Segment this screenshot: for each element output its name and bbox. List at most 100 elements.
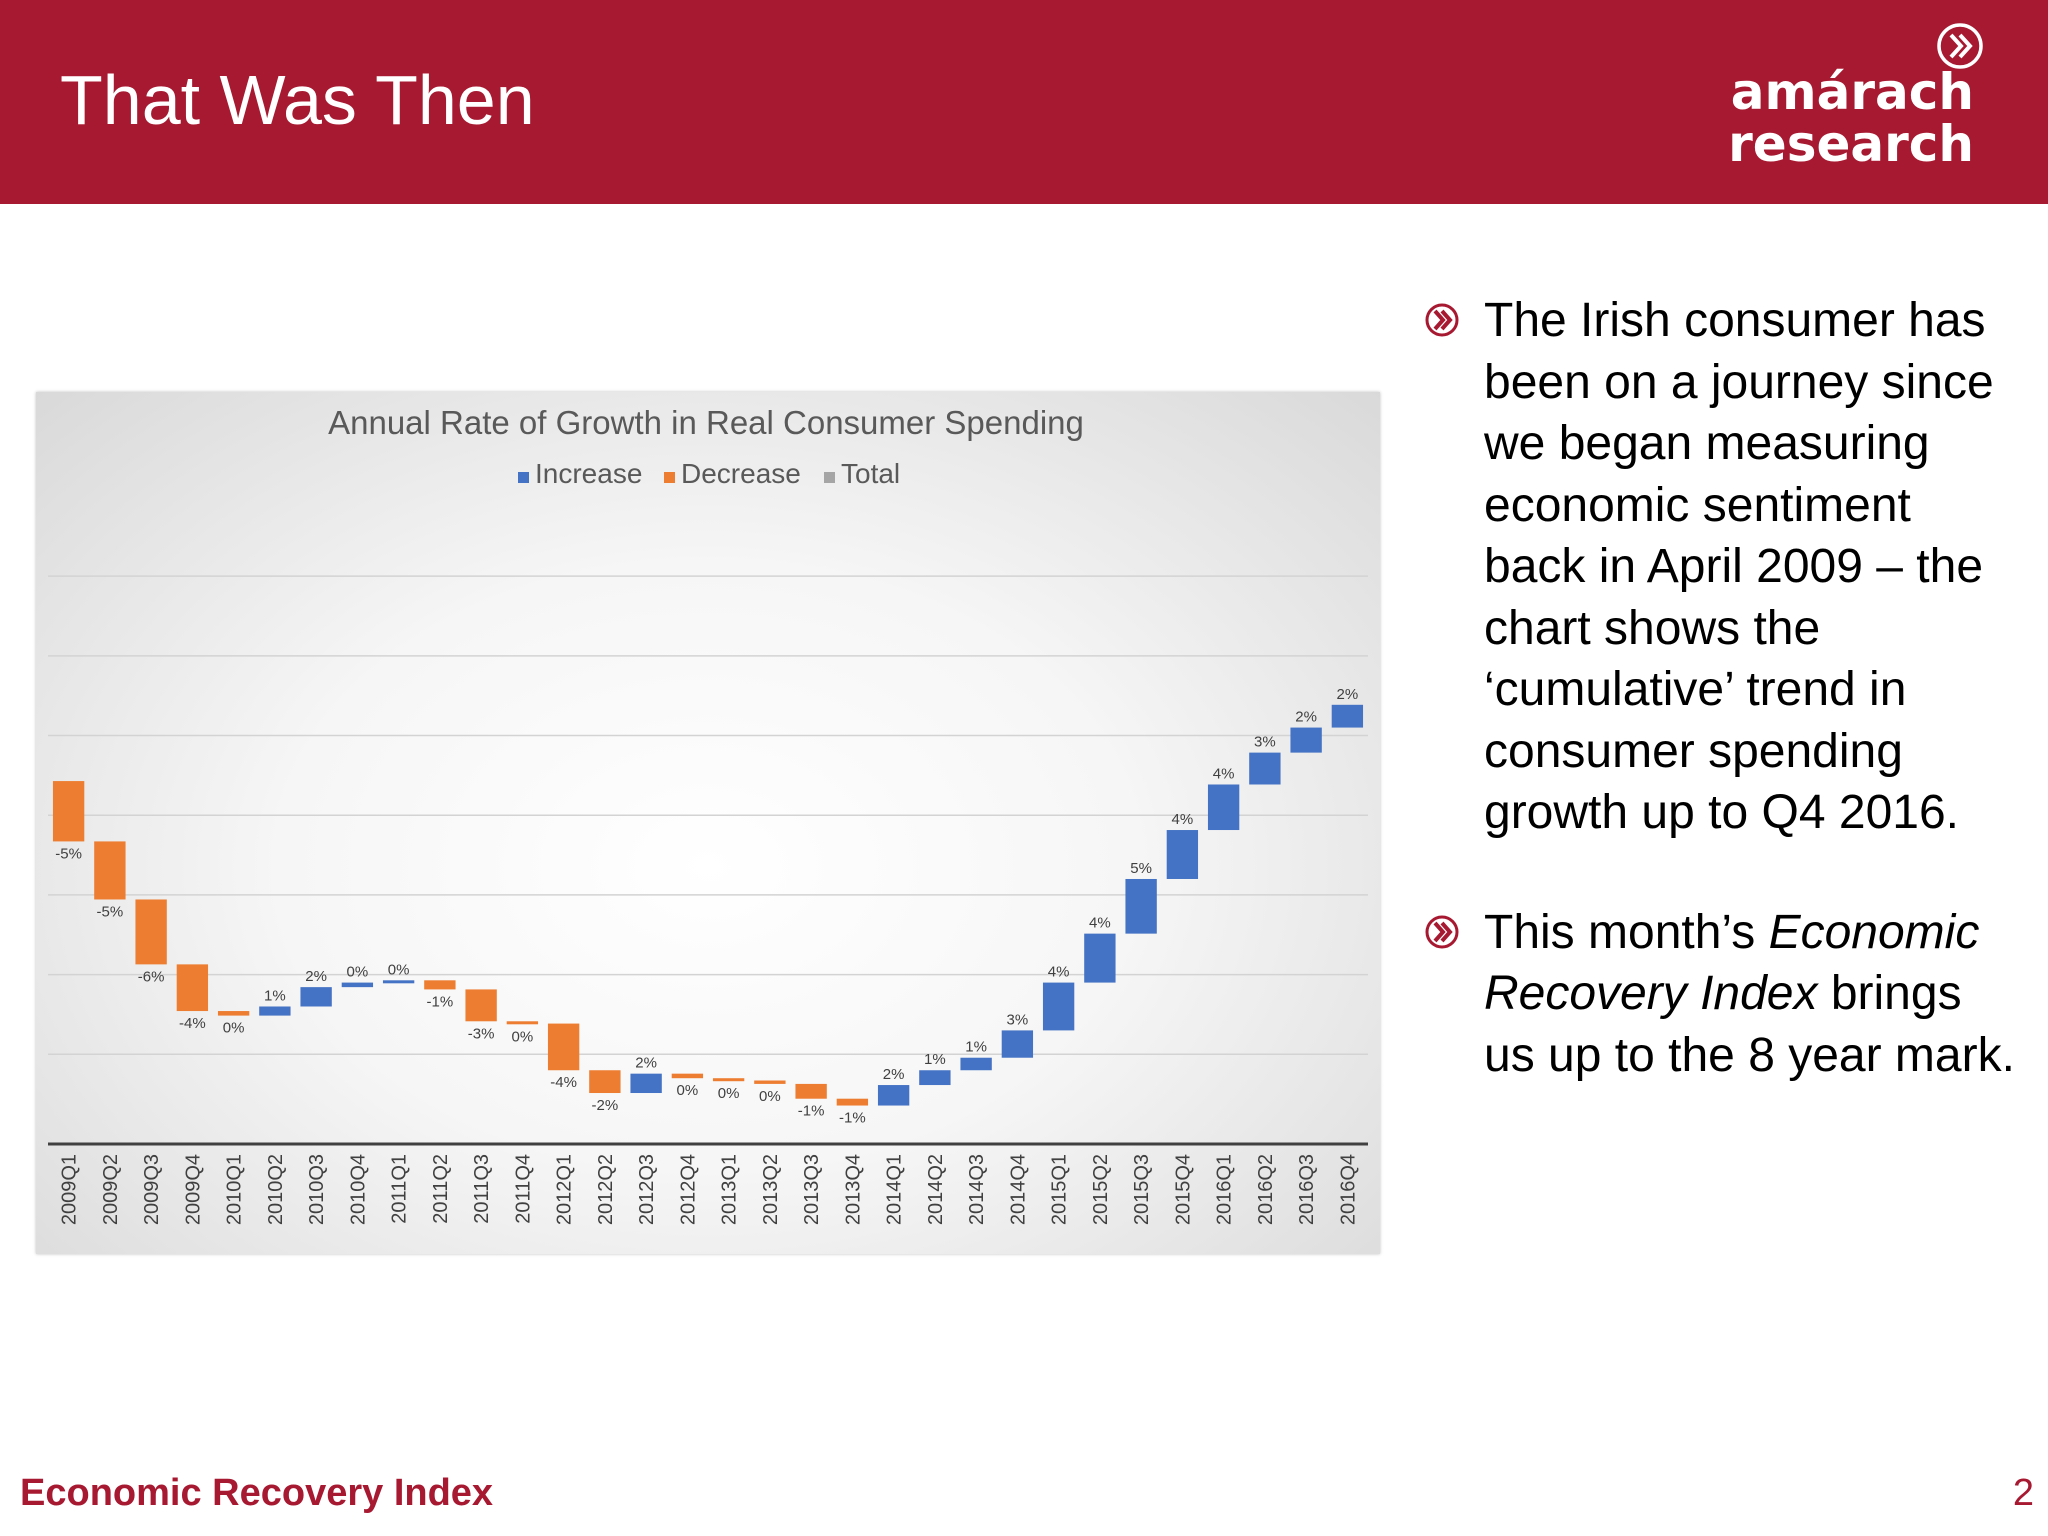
legend-decrease-swatch: [664, 472, 675, 483]
data-label: 5%: [1130, 860, 1152, 877]
x-tick-label: 2015Q3: [1131, 1154, 1153, 1225]
chevron-bullet-icon: [1425, 303, 1459, 337]
bar-2013Q4: [836, 1098, 869, 1106]
logo-text: amárach research: [1728, 66, 1974, 170]
data-label: 4%: [1048, 964, 1070, 981]
x-tick-label: 2015Q4: [1172, 1154, 1194, 1225]
x-tick-label: 2009Q2: [100, 1154, 122, 1225]
data-label: -3%: [468, 1025, 495, 1042]
brand-logo: amárach research: [1724, 22, 1984, 172]
index-name: Economic Recovery Index: [1484, 905, 1980, 1021]
bar-2010Q1: [217, 1011, 250, 1016]
x-tick-label: 2012Q2: [595, 1154, 617, 1225]
bar-2014Q4: [1001, 1030, 1034, 1058]
x-tick-label: 2013Q4: [842, 1154, 864, 1225]
logo-line-2: research: [1728, 115, 1974, 173]
data-label: 2%: [1295, 709, 1317, 726]
bar-2011Q4: [506, 1021, 539, 1025]
data-label: -1%: [839, 1110, 866, 1127]
x-tick-label: 2011Q1: [389, 1154, 411, 1224]
bullet-item: This month’s Economic Recovery Index bri…: [1420, 902, 2020, 1087]
bar-2010Q3: [300, 987, 332, 1007]
x-tick-label: 2010Q2: [265, 1154, 287, 1225]
legend-total-label: Total: [841, 458, 900, 489]
bar-2012Q3: [630, 1073, 662, 1094]
bar-2016Q1: [1207, 784, 1240, 831]
data-label: 0%: [759, 1088, 781, 1105]
data-label: -1%: [798, 1103, 825, 1120]
x-tick-label: 2011Q3: [471, 1154, 493, 1224]
bullet-text-start: This month’s: [1484, 905, 1769, 959]
bar-2015Q3: [1125, 878, 1157, 934]
legend-increase-label: Increase: [535, 458, 642, 489]
x-tick-label: 2011Q4: [512, 1154, 534, 1224]
bullet-text-end: brings us up to the 8 year mark.: [1484, 967, 2015, 1082]
data-label: 0%: [718, 1085, 740, 1102]
bar-2016Q3: [1290, 727, 1322, 753]
x-tick-label: 2016Q4: [1337, 1154, 1359, 1225]
footer-title: Economic Recovery Index: [20, 1472, 494, 1514]
bar-2009Q3: [135, 899, 167, 965]
bar-2013Q2: [754, 1080, 786, 1084]
logo-line-1: amárach: [1730, 63, 1974, 121]
x-tick-label: 2009Q1: [59, 1154, 81, 1225]
waterfall-chart: Annual Rate of Growth in Real Consumer S…: [36, 392, 1380, 1254]
data-label: -2%: [592, 1097, 619, 1114]
data-label: 2%: [1337, 686, 1359, 703]
x-tick-label: 2012Q4: [677, 1154, 699, 1225]
data-label: -4%: [550, 1074, 577, 1091]
x-tick-label: 2010Q1: [224, 1154, 246, 1225]
x-axis: 2009Q1 2009Q2 2009Q3 2009Q4 2010Q1 2010Q2 2010…: [48, 1142, 1368, 1225]
data-label: 1%: [965, 1039, 987, 1056]
data-label: 1%: [264, 987, 286, 1004]
header-bar: That Was Then amárach research: [0, 0, 2048, 204]
bar-2014Q2: [919, 1070, 951, 1086]
chevron-bullet-icon: [1425, 915, 1459, 948]
data-label: 3%: [1254, 734, 1276, 751]
x-tick-label: 2015Q2: [1090, 1154, 1112, 1225]
data-label: -4%: [179, 1015, 206, 1032]
chart-title: Annual Rate of Growth in Real Consumer S…: [328, 404, 1084, 441]
x-tick-label: 2016Q3: [1296, 1154, 1318, 1225]
x-tick-label: 2013Q2: [760, 1154, 782, 1225]
x-tick-label: 2009Q4: [182, 1154, 204, 1225]
bar-2015Q1: [1042, 982, 1075, 1031]
bars: [52, 704, 1364, 1106]
data-label: 0%: [512, 1028, 534, 1045]
chevron-circle-icon: [1937, 23, 1983, 69]
x-tick-label: 2012Q3: [636, 1154, 658, 1225]
data-label: 0%: [347, 964, 369, 981]
bullet-list: The Irish consumer has been on a journey…: [1420, 290, 2020, 1144]
bar-2009Q1: [52, 781, 85, 842]
bar-2014Q1: [877, 1085, 910, 1106]
data-label: -1%: [427, 993, 454, 1010]
x-tick-label: 2012Q1: [554, 1154, 576, 1225]
bar-2016Q4: [1331, 704, 1364, 728]
data-label: 3%: [1007, 1011, 1029, 1028]
data-label: 4%: [1089, 915, 1111, 932]
x-tick-label: 2014Q4: [1007, 1154, 1029, 1225]
data-label: -5%: [55, 845, 82, 862]
x-tick-label: 2014Q1: [884, 1154, 906, 1225]
x-tick-label: 2014Q3: [966, 1154, 988, 1225]
gridlines: [48, 575, 1368, 1056]
x-tick-label: 2016Q2: [1255, 1154, 1277, 1225]
x-tick-label: 2013Q1: [719, 1154, 741, 1225]
data-label: 4%: [1172, 811, 1194, 828]
data-label: 2%: [883, 1066, 905, 1083]
data-label: 2%: [635, 1055, 657, 1072]
data-label: -6%: [138, 968, 165, 985]
legend-decrease-label: Decrease: [681, 458, 801, 489]
bar-2015Q4: [1166, 830, 1199, 879]
data-label: 0%: [223, 1020, 245, 1037]
bar-2015Q2: [1084, 933, 1116, 983]
bar-2012Q1: [547, 1023, 580, 1071]
bar-2010Q2: [259, 1006, 291, 1016]
bar-2013Q1: [712, 1078, 745, 1082]
x-tick-label: 2009Q3: [141, 1154, 163, 1225]
data-label: 4%: [1213, 765, 1235, 782]
x-tick-label: 2015Q1: [1049, 1154, 1071, 1225]
bar-2012Q2: [589, 1070, 621, 1094]
legend-increase-swatch: [518, 472, 529, 483]
bar-2011Q1: [382, 980, 415, 984]
